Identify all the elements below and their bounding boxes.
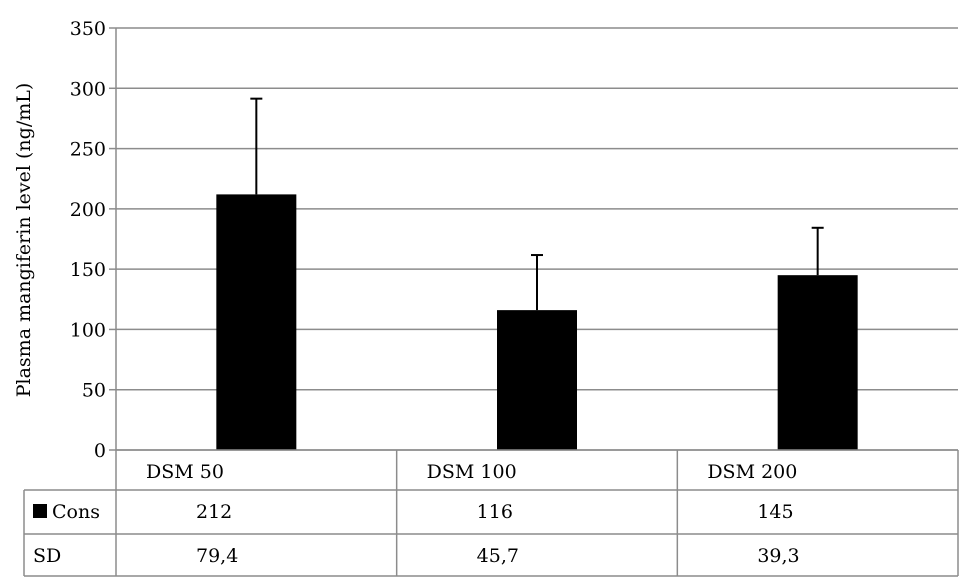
y-tick-label: 150	[70, 259, 106, 281]
bar-dsm-50	[216, 194, 297, 450]
bars	[216, 194, 858, 450]
y-tick-label: 250	[70, 139, 106, 161]
table-cell: 116	[477, 501, 513, 523]
table-cell: 45,7	[477, 545, 519, 567]
y-axis-ticks: 0 50 100 150 200 250 300 350	[70, 18, 117, 462]
table-cell: 79,4	[196, 545, 238, 567]
row-label: SD	[33, 545, 61, 567]
category-label: DSM 50	[146, 461, 224, 483]
y-tick-label: 100	[70, 319, 106, 341]
bar-dsm-200	[777, 275, 858, 450]
table-cell: 145	[757, 501, 793, 523]
row-label: Cons	[52, 501, 100, 523]
table-cell: 39,3	[757, 545, 799, 567]
y-tick-label: 350	[70, 18, 106, 40]
y-tick-label: 200	[70, 199, 106, 221]
data-table: DSM 50 DSM 100 DSM 200 Cons 212 116 145 SD 79,4 4…	[23, 449, 959, 577]
error-bars	[250, 97, 824, 311]
y-tick-label: 0	[94, 440, 106, 462]
table-cell: 212	[196, 501, 232, 523]
bar-dsm-100	[497, 310, 577, 450]
y-tick-label: 300	[70, 78, 106, 100]
y-axis-label: Plasma mangiferin level (ng/mL)	[13, 83, 35, 398]
category-label: DSM 200	[707, 461, 797, 483]
category-label: DSM 100	[427, 461, 517, 483]
y-tick-label: 50	[82, 380, 106, 402]
legend-swatch	[33, 504, 47, 518]
